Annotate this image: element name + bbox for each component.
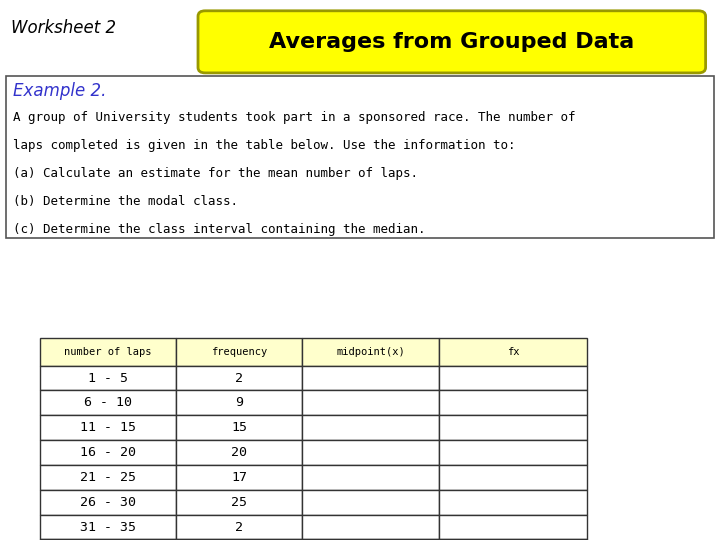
Bar [176,415,302,440]
Text: Averages from Grouped Data: Averages from Grouped Data [269,32,634,52]
Text: (a) Calculate an estimate for the mean number of laps.: (a) Calculate an estimate for the mean n… [13,167,418,180]
Bar [439,415,587,440]
Text: 2: 2 [235,521,243,534]
Text: 31 - 35: 31 - 35 [80,521,136,534]
Bar [302,366,439,390]
Text: 16 - 20: 16 - 20 [80,446,136,459]
Text: 26 - 30: 26 - 30 [80,496,136,509]
Text: fx: fx [507,347,519,356]
Text: 9: 9 [235,396,243,409]
Bar [40,490,176,515]
Bar [176,490,302,515]
Bar [176,440,302,465]
Bar [302,440,439,465]
Bar [176,515,302,539]
Bar [302,539,439,540]
Bar [40,338,176,366]
Bar [40,390,176,415]
Text: midpoint(x): midpoint(x) [336,347,405,356]
Bar [439,390,587,415]
Bar [302,515,439,539]
Bar [439,490,587,515]
Text: (b) Determine the modal class.: (b) Determine the modal class. [13,195,238,208]
Bar [40,465,176,490]
Bar [176,366,302,390]
Bar [40,366,176,390]
Text: 6 - 10: 6 - 10 [84,396,132,409]
Bar [302,415,439,440]
FancyBboxPatch shape [6,76,714,238]
Bar [302,338,439,366]
Text: Worksheet 2: Worksheet 2 [11,19,116,37]
Bar [40,415,176,440]
Text: 1 - 5: 1 - 5 [88,372,128,384]
Text: number of laps: number of laps [64,347,152,356]
Bar [176,390,302,415]
Text: laps completed is given in the table below. Use the information to:: laps completed is given in the table bel… [13,139,516,152]
Text: Example 2.: Example 2. [13,82,107,100]
FancyBboxPatch shape [198,11,706,73]
Bar [439,440,587,465]
Text: 20: 20 [231,446,248,459]
Text: 21 - 25: 21 - 25 [80,471,136,484]
Bar [176,465,302,490]
Text: 15: 15 [231,421,248,434]
Text: (c) Determine the class interval containing the median.: (c) Determine the class interval contain… [13,223,426,236]
Bar [302,390,439,415]
Text: A group of University students took part in a sponsored race. The number of: A group of University students took part… [13,111,575,124]
Bar [439,366,587,390]
Bar [302,465,439,490]
Bar [302,490,439,515]
Bar [40,539,176,540]
Bar [439,338,587,366]
Text: 2: 2 [235,372,243,384]
Bar [40,515,176,539]
Text: 25: 25 [231,496,248,509]
Text: 17: 17 [231,471,248,484]
Bar [176,338,302,366]
Bar [40,440,176,465]
Bar [439,515,587,539]
Bar [439,539,587,540]
Text: frequency: frequency [211,347,268,356]
Bar [439,465,587,490]
Bar [176,539,302,540]
Text: 11 - 15: 11 - 15 [80,421,136,434]
